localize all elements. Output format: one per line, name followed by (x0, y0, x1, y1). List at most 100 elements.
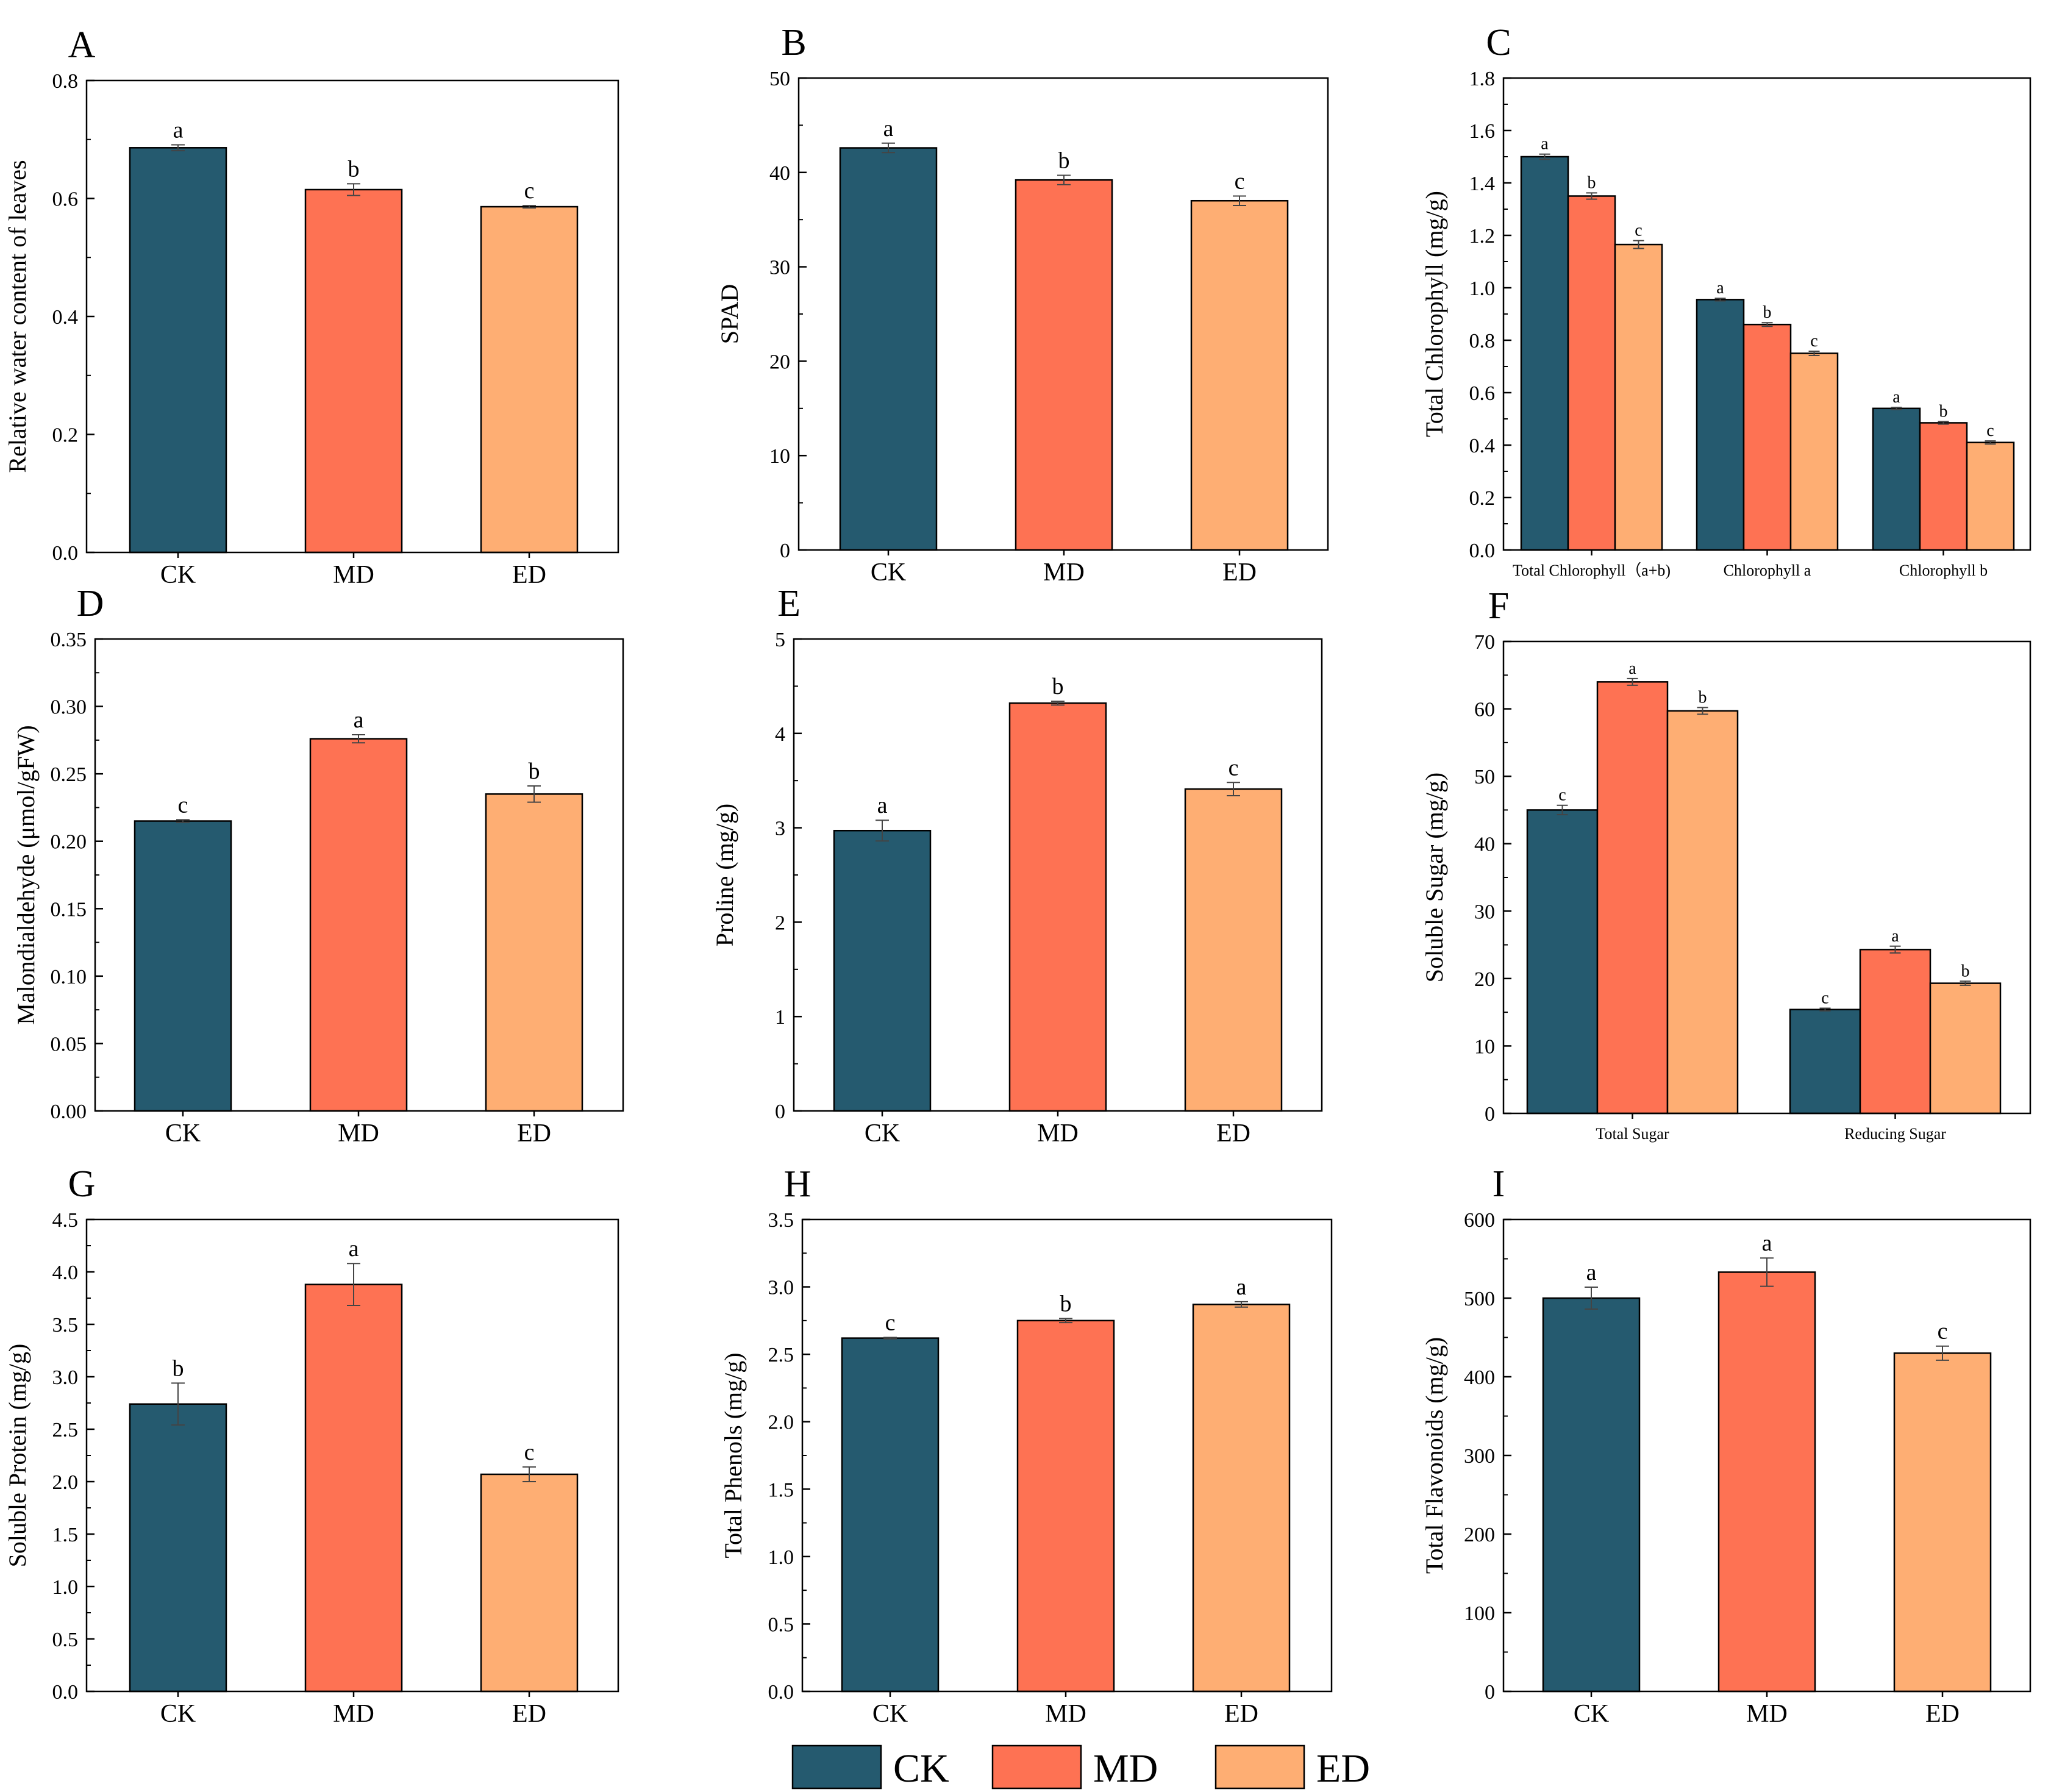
panel-h: Hc b a 0.0 0.5 1.0 1.5 2.0 2.5 3.0 3.5 CK MD ED Total … (719, 1163, 1333, 1728)
x-category-label: MD (1746, 1700, 1788, 1728)
x-category-label: Chlorophyll b (1899, 562, 1988, 579)
error-bar (1227, 782, 1240, 796)
y-tick-label: 40 (1474, 834, 1495, 856)
panel-letter: B (781, 22, 806, 63)
error-bar (1697, 707, 1708, 715)
significance-letter: a (349, 1236, 359, 1262)
bar (304, 188, 403, 554)
y-tick-label: 0.2 (1469, 487, 1496, 510)
bar (1789, 1008, 1861, 1115)
bar (1966, 441, 2015, 551)
y-tick-label: 0.15 (51, 898, 87, 921)
error-bar (876, 819, 889, 842)
significance-letter: c (1986, 421, 1994, 440)
panel-letter: D (77, 583, 104, 624)
x-category-label: CK (872, 1700, 908, 1728)
y-tick-label: 600 (1464, 1209, 1495, 1232)
y-tick-label: 1.6 (1469, 120, 1496, 143)
y-tick-label: 0 (775, 1101, 785, 1123)
bar (480, 1473, 579, 1693)
error-bar (1960, 980, 1971, 986)
panel-e: Ea b c 0 1 2 3 4 5 CK MD ED Proline (mg/g) (711, 583, 1323, 1148)
significance-letter: c (524, 178, 535, 204)
error-bar (1633, 240, 1644, 249)
significance-letter: b (529, 759, 540, 784)
y-tick-label: 0.4 (1469, 435, 1496, 457)
y-axis-title: Total Flavonoids (mg/g) (1421, 1337, 1448, 1574)
significance-letter: a (1236, 1274, 1247, 1300)
significance-letter: b (1763, 303, 1772, 322)
bar (1696, 299, 1745, 551)
panel-g: Gb a c 0.0 0.5 1.0 1.5 2.0 2.5 3.0 3.5 4.0 4.5 CK MD ED… (4, 1163, 619, 1728)
bar (1192, 1304, 1291, 1693)
y-tick-label: 0.0 (768, 1681, 794, 1704)
x-category-label: ED (1216, 1119, 1250, 1148)
error-bar (1938, 421, 1949, 425)
y-tick-label: 0.5 (52, 1629, 79, 1651)
significance-letter: a (877, 793, 888, 818)
y-tick-label: 100 (1464, 1602, 1495, 1625)
y-tick-label: 2.0 (768, 1412, 794, 1434)
bar (1872, 407, 1921, 551)
y-tick-label: 50 (1474, 766, 1495, 788)
error-bar (1233, 195, 1246, 206)
significance-letter: a (1762, 1230, 1772, 1256)
significance-letter: b (1961, 962, 1970, 980)
bar (1567, 195, 1616, 551)
significance-letter: a (1716, 279, 1724, 298)
panel-letter: E (777, 583, 801, 624)
x-category-label: ED (1224, 1700, 1258, 1728)
error-bar (1059, 1318, 1072, 1324)
x-category-label: ED (512, 1700, 546, 1728)
y-tick-label: 0.00 (51, 1101, 87, 1123)
y-tick-label: 50 (769, 68, 790, 90)
bar (480, 205, 579, 554)
y-tick-label: 30 (1474, 901, 1495, 923)
y-tick-label: 2.5 (52, 1419, 79, 1441)
y-tick-label: 0.5 (768, 1613, 794, 1636)
x-category-label: CK (1574, 1700, 1609, 1728)
x-category-label: Reducing Sugar (1844, 1125, 1946, 1143)
panel-i: Ia a c 0 100 200 300 400 500 600 CK MD ED Total Flavo… (1421, 1163, 2031, 1728)
panel-letter: F (1488, 585, 1509, 627)
bar (129, 147, 227, 554)
panel-letter: G (68, 1163, 96, 1205)
error-bar (1235, 1301, 1248, 1308)
panel-a: Aa b c 0.0 0.2 0.4 0.6 0.8 CK MD ED Relative water … (4, 24, 619, 589)
error-bar (1889, 945, 1901, 954)
error-bar (1936, 1345, 1949, 1361)
significance-letter: a (173, 117, 184, 143)
y-tick-label: 20 (769, 351, 790, 373)
x-category-label: CK (865, 1119, 900, 1148)
legend-label-ed: ED (1316, 1746, 1370, 1791)
panel-letter: A (68, 24, 96, 66)
error-bar (523, 1466, 536, 1482)
error-bar (1539, 153, 1550, 160)
significance-letter: a (883, 116, 894, 141)
x-category-label: MD (1037, 1119, 1079, 1148)
error-bar (1627, 677, 1638, 686)
y-tick-label: 0.6 (1469, 382, 1496, 405)
significance-letter: c (178, 792, 188, 818)
error-bar (1761, 322, 1773, 327)
error-bar (1819, 1007, 1831, 1012)
error-bar (1585, 1286, 1598, 1310)
error-bar (527, 785, 541, 803)
y-tick-label: 2 (775, 912, 785, 934)
bar (1859, 949, 1932, 1115)
error-bar (347, 1263, 360, 1307)
y-tick-label: 20 (1474, 968, 1495, 991)
x-category-label: MD (1043, 559, 1085, 587)
legend-label-md: MD (1093, 1746, 1158, 1791)
bar (1929, 982, 2002, 1115)
y-tick-label: 0.0 (52, 1681, 79, 1704)
y-tick-label: 0.30 (51, 696, 87, 719)
y-tick-label: 0.4 (52, 306, 79, 329)
y-tick-label: 3 (775, 818, 785, 840)
y-tick-label: 0 (780, 540, 790, 562)
bar (1526, 809, 1599, 1115)
bar (1016, 1319, 1115, 1693)
error-bar (1057, 174, 1071, 185)
y-tick-label: 0 (1485, 1681, 1495, 1704)
